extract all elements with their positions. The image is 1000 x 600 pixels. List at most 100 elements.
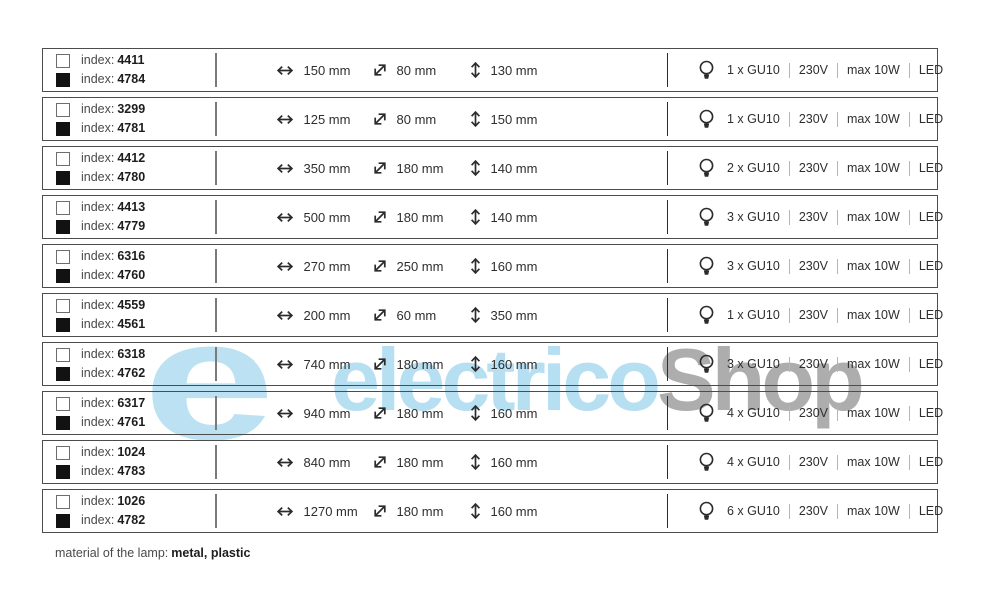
white-variant-swatch-icon — [56, 494, 70, 509]
index-line-white: index: 6318 — [81, 345, 145, 364]
max-power: max 10W — [847, 259, 900, 273]
black-variant-swatch-icon — [56, 464, 70, 479]
diagonal-value: 250 mm — [396, 258, 444, 274]
column-divider — [666, 445, 668, 479]
index-cell: index: 4412 index: 4780 — [43, 149, 215, 187]
diagonal-spec: 180 mm — [372, 454, 469, 470]
max-power: max 10W — [847, 308, 900, 322]
width-arrow-icon — [276, 261, 293, 271]
voltage: 230V — [798, 161, 829, 175]
spec-divider — [908, 454, 910, 470]
index-line-black: index: 4761 — [81, 413, 145, 432]
height-arrow-icon — [470, 110, 480, 128]
white-variant-swatch-icon — [56, 151, 70, 166]
electrical-cell: 3 x GU10 230V max 10W LED — [668, 207, 943, 228]
spec-divider — [837, 503, 839, 519]
width-arrow-icon — [276, 506, 293, 516]
width-arrow-icon — [276, 359, 293, 369]
table-row: index: 4413 index: 4779 500 mm — [42, 195, 943, 239]
width-value: 840 mm — [303, 454, 351, 470]
spec-divider — [908, 503, 910, 519]
bulb-icon — [699, 60, 714, 79]
diagonal-spec: 80 mm — [372, 111, 469, 127]
height-arrow-icon — [470, 208, 480, 226]
spec-divider — [788, 160, 790, 176]
width-spec: 740 mm — [275, 357, 372, 372]
diagonal-arrow-icon — [373, 358, 386, 370]
index-numbers: index: 4412 index: 4780 — [81, 149, 145, 187]
column-divider — [666, 298, 668, 332]
light-type: LED — [918, 406, 944, 420]
index-line-black: index: 4782 — [81, 511, 145, 530]
column-divider — [215, 298, 217, 332]
index-value: 4412 — [117, 151, 146, 165]
width-value: 350 mm — [303, 160, 351, 176]
index-cell: index: 4559 index: 4561 — [43, 296, 215, 334]
material-note: material of the lamp: metal, plastic — [55, 546, 250, 560]
index-label: index: — [81, 415, 115, 429]
material-note-label: material of the lamp: — [55, 546, 169, 560]
index-value: 6317 — [117, 396, 146, 410]
variant-swatches — [56, 102, 70, 136]
index-value: 4780 — [117, 170, 146, 184]
table-row: index: 6318 index: 4762 740 mm — [42, 342, 943, 386]
column-divider — [666, 249, 668, 283]
variant-swatches — [56, 445, 70, 479]
index-line-black: index: 4780 — [81, 168, 145, 187]
variant-swatches — [56, 151, 70, 185]
index-value: 4762 — [117, 366, 146, 380]
index-line-black: index: 4779 — [81, 217, 145, 236]
dimensions-cell: 270 mm 250 mm — [217, 256, 667, 276]
spec-divider — [837, 454, 839, 470]
diagonal-spec: 180 mm — [372, 356, 469, 372]
width-value: 500 mm — [303, 209, 351, 225]
diagonal-value: 180 mm — [396, 405, 444, 421]
index-value: 1024 — [117, 445, 146, 459]
spec-divider — [837, 160, 839, 176]
table-row: index: 3299 index: 4781 125 mm — [42, 97, 943, 141]
index-line-black: index: 4783 — [81, 462, 145, 481]
dimensions-cell: 500 mm 180 mm — [217, 207, 667, 227]
bulb-icon — [699, 158, 714, 177]
width-spec: 150 mm — [275, 63, 372, 78]
bulb-count: 2 x GU10 — [727, 161, 780, 175]
variant-swatches — [56, 200, 70, 234]
diagonal-spec: 250 mm — [372, 258, 469, 274]
column-divider — [215, 200, 217, 234]
diagonal-arrow-icon — [373, 505, 386, 517]
index-label: index: — [81, 366, 115, 380]
column-divider — [215, 249, 217, 283]
max-power: max 10W — [847, 210, 900, 224]
voltage: 230V — [798, 357, 829, 371]
diagonal-spec: 80 mm — [372, 62, 469, 78]
white-variant-swatch-icon — [56, 200, 70, 215]
index-label: index: — [81, 170, 115, 184]
height-value: 160 mm — [490, 454, 538, 470]
index-line-white: index: 6317 — [81, 394, 145, 413]
width-spec: 940 mm — [275, 406, 372, 421]
width-arrow-icon — [276, 457, 293, 467]
variant-swatches — [56, 494, 70, 528]
width-value: 125 mm — [303, 111, 351, 127]
table-row: index: 6317 index: 4761 940 mm — [42, 391, 943, 435]
width-spec: 1270 mm — [275, 504, 372, 519]
diagonal-value: 180 mm — [396, 209, 444, 225]
column-divider — [215, 445, 217, 479]
bulb-count: 1 x GU10 — [727, 308, 780, 322]
voltage: 230V — [798, 504, 829, 518]
index-numbers: index: 1026 index: 4782 — [81, 492, 145, 530]
index-value: 4783 — [117, 464, 146, 478]
spec-divider — [837, 356, 839, 372]
diagonal-value: 180 mm — [396, 356, 444, 372]
index-label: index: — [81, 121, 115, 135]
max-power: max 10W — [847, 63, 900, 77]
electrical-cell: 4 x GU10 230V max 10W LED — [668, 403, 943, 424]
spec-divider — [837, 62, 839, 78]
dimensions-cell: 840 mm 180 mm — [217, 452, 667, 472]
height-spec: 160 mm — [469, 256, 566, 276]
index-label: index: — [81, 219, 115, 233]
bulb-count: 4 x GU10 — [727, 406, 780, 420]
diagonal-arrow-icon — [373, 309, 386, 321]
index-line-white: index: 4411 — [81, 51, 145, 70]
index-cell: index: 6317 index: 4761 — [43, 394, 215, 432]
